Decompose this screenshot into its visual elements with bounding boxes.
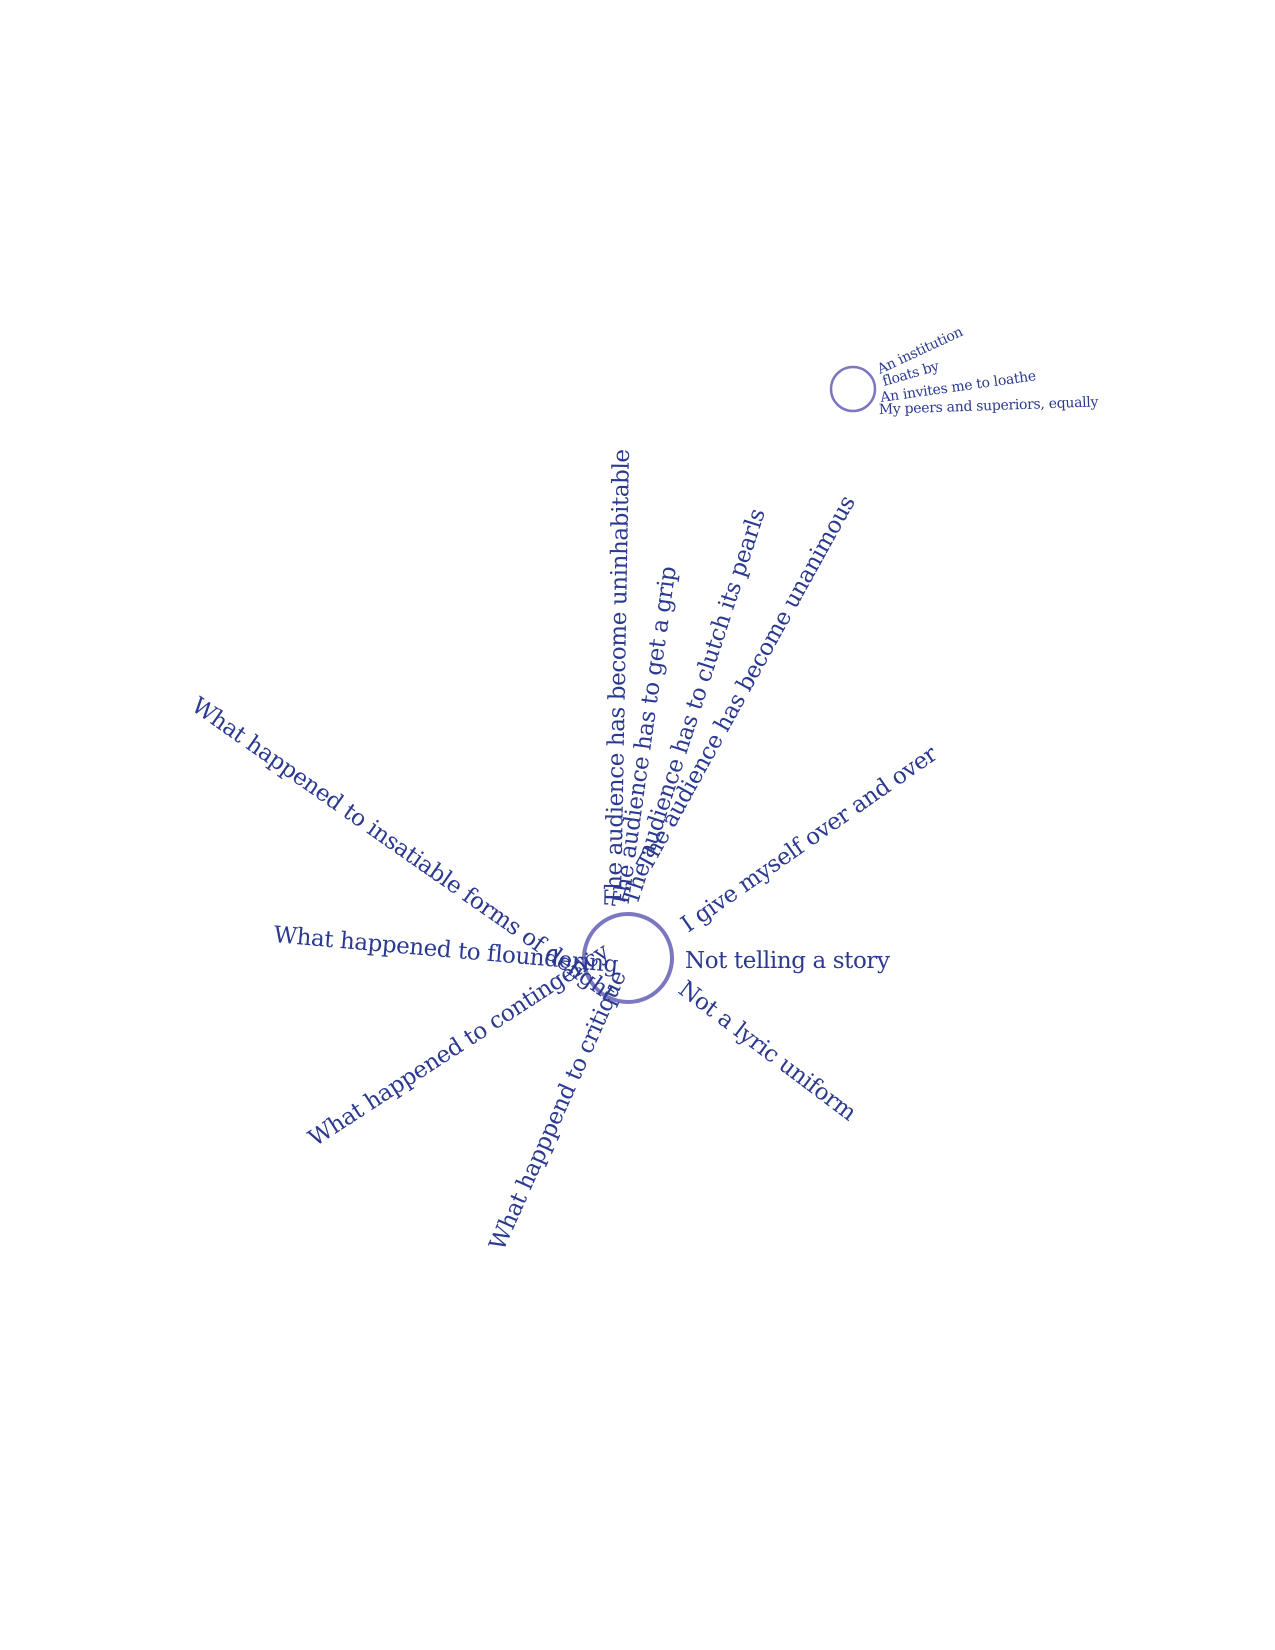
ray-line: I give myself over and over [677, 741, 943, 938]
ray-line: Not telling a story [685, 948, 890, 974]
ray-line: Not a lyric uniform [673, 976, 861, 1127]
small-circle [829, 365, 877, 413]
radial-lines: The audience has become uninhabitable Th… [187, 449, 943, 1254]
cluster-line: My peers and superiors, equally [879, 394, 1099, 418]
small-cluster: An institution floats by An invites me t… [829, 324, 1099, 418]
central-circle [582, 912, 674, 1004]
ray-line: What happened to insatiable forms of del… [187, 693, 621, 1008]
